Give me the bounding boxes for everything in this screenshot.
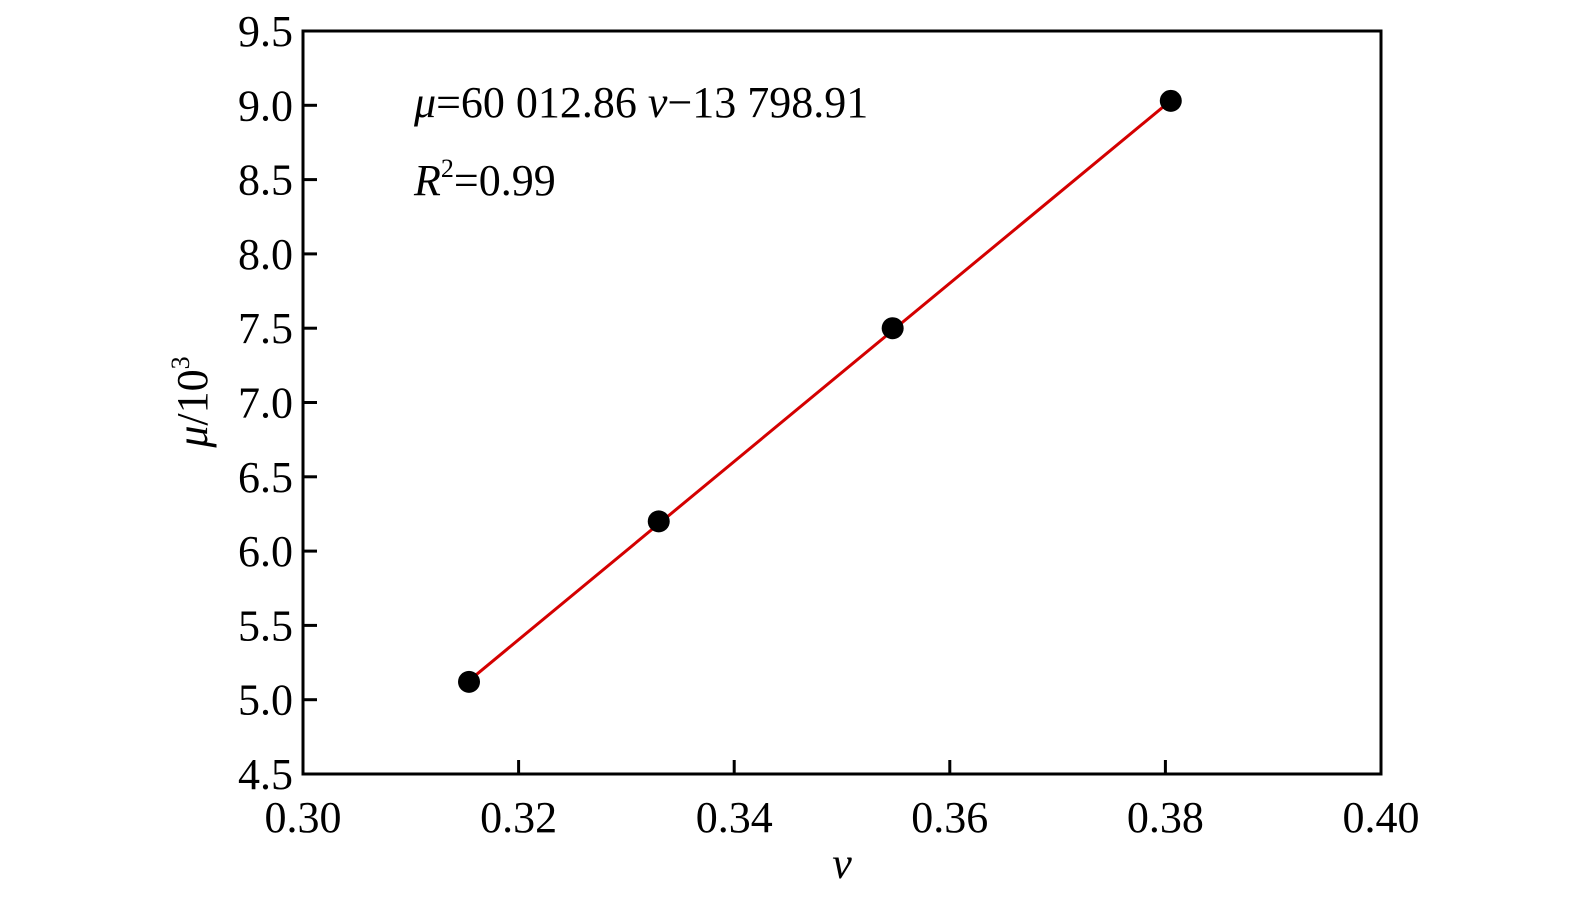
r-squared-value: =0.99	[454, 156, 556, 205]
x-axis-label: v	[832, 839, 852, 888]
y-axis-label-symbol: μ	[168, 426, 217, 449]
y-tick-label: 9.0	[238, 81, 293, 130]
y-axis-ticks: 4.5 5.0 5.5 6.0 6.5 7.0 7.5 8.0 8.5 9.0 9.5	[238, 7, 317, 799]
y-tick-label: 5.5	[238, 601, 293, 650]
data-point	[881, 317, 904, 340]
fit-line	[468, 99, 1172, 682]
y-tick-label: 7.0	[238, 379, 293, 428]
y-tick-label: 8.5	[238, 156, 293, 205]
x-tick-label: 0.36	[911, 793, 988, 842]
plot-frame	[301, 29, 1383, 776]
y-tick-label: 4.5	[238, 750, 293, 799]
x-axis-ticks: 0.30 0.32 0.34 0.36 0.38 0.40	[265, 760, 1420, 842]
fit-line-group	[468, 99, 1172, 682]
data-point	[647, 510, 670, 533]
data-point	[458, 670, 481, 693]
y-axis-label-rest: /10	[168, 369, 217, 425]
r-squared-annotation: R2=0.99	[413, 154, 556, 205]
y-tick-label: 6.0	[238, 527, 293, 576]
equation-middle: =60 012.86	[436, 78, 648, 127]
x-tick-label: 0.30	[265, 793, 342, 842]
y-tick-label: 9.5	[238, 7, 293, 56]
r-squared-exponent: 2	[441, 154, 454, 183]
equation-rhs: −13 798.91	[667, 78, 868, 127]
equation-lhs: μ	[413, 78, 436, 127]
equation-var: v	[648, 78, 668, 127]
x-tick-label: 0.40	[1343, 793, 1420, 842]
r-squared-symbol: R	[413, 156, 441, 205]
x-tick-label: 0.38	[1127, 793, 1204, 842]
regression-equation: μ=60 012.86 v−13 798.91	[413, 78, 868, 127]
data-point	[1159, 89, 1182, 112]
data-points	[458, 89, 1182, 693]
y-axis-label: μ/103	[166, 356, 217, 448]
y-tick-label: 6.5	[238, 453, 293, 502]
x-tick-label: 0.32	[480, 793, 557, 842]
x-tick-label: 0.34	[696, 793, 773, 842]
y-tick-label: 5.0	[238, 676, 293, 725]
y-axis-label-exponent: 3	[166, 356, 195, 369]
y-tick-label: 7.5	[238, 304, 293, 353]
y-tick-label: 8.0	[238, 230, 293, 279]
